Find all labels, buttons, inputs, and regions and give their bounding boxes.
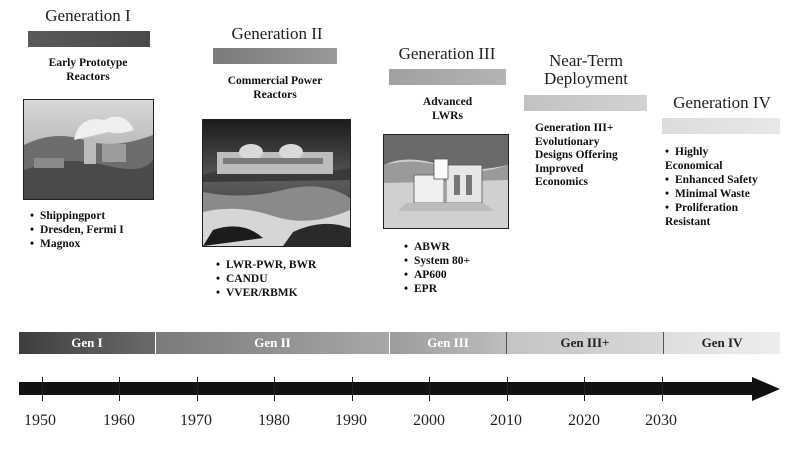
tick-1980 [274,377,275,401]
tick-1970 [197,377,198,401]
tick-1990 [352,377,353,401]
tick-1960 [119,377,120,401]
timeline-arrowhead [752,377,780,401]
list-item: LWR-PWR, BWR [216,258,316,272]
list-item: Magnox [30,237,124,251]
near-term-title-line-2: Deployment [543,69,629,88]
list-item: ABWR [404,240,470,254]
year-label: 2010 [490,412,522,429]
near-term-desc-line-4: Improved [535,162,584,175]
list-item: Dresden, Fermi I [30,223,124,237]
near-term-title-line-1: Near-Term [549,51,623,70]
list-item: Proliferation Resistant [665,201,755,229]
gen1-reactor-photo [23,99,154,200]
band-label: Gen III+ [560,335,610,350]
gen1-title: Generation I [45,6,131,25]
gen3-reactor-photo [383,134,509,229]
year-label: 1960 [103,412,135,429]
near-term-desc-line-1: Generation III+ [535,122,614,134]
gen2-subtitle: Commercial Power Reactors [205,74,345,102]
gen1-items: Shippingport Dresden, Fermi I Magnox [30,209,124,251]
gen2-bar [213,48,337,64]
timeline-arrow [19,382,755,395]
list-item: Enhanced Safety [665,173,765,187]
near-term-title: Near-Term Deployment [525,52,647,88]
near-term-desc-line-3: Designs Offering [535,149,618,161]
list-item: Highly Economical [665,145,765,173]
gen2-subtitle-line-2: Reactors [253,89,297,101]
gen1-subtitle: Early Prototype Reactors [20,56,156,84]
band-gen-4: Gen IV [663,332,780,354]
gen2-subtitle-line-1: Commercial Power [227,75,323,87]
tick-2000 [429,377,430,401]
list-item: Shippingport [30,209,124,223]
tick-2010 [507,377,508,401]
gen1-bar [28,31,150,47]
gen4-bar [662,118,780,134]
near-term-desc-line-5: Economics [535,176,589,188]
near-term-bar [524,95,647,111]
near-term-desc-line-2: Evolutionary [535,135,600,148]
year-label: 1980 [258,412,290,429]
gen3-items: ABWR System 80+ AP600 EPR [404,240,470,296]
gen3-subtitle: Advanced LWRs [400,95,495,123]
gen3-subtitle-line-2: LWRs [432,110,463,122]
year-label: 2000 [413,412,445,429]
year-label: 1990 [335,412,367,429]
band-label: Gen III [427,335,469,350]
band-label: Gen I [71,335,103,350]
list-item: Minimal Waste [665,187,765,201]
list-item: System 80+ [404,254,470,268]
band-label: Gen IV [701,335,743,350]
gen4-title: Generation IV [673,93,771,112]
gen4-items: Highly Economical Enhanced Safety Minima… [665,145,765,229]
list-item: EPR [404,282,470,296]
gen3-title: Generation III [398,44,496,63]
gen2-items: LWR-PWR, BWR CANDU VVER/RBMK [216,258,316,300]
gen1-subtitle-line-1: Early Prototype [48,57,128,69]
year-label: 2030 [645,412,677,429]
tick-2030 [662,377,663,401]
list-item: CANDU [216,272,316,286]
gen3-subtitle-line-1: Advanced [422,96,473,108]
near-term-description: Generation III+ Evolutionary Designs Off… [535,122,645,190]
band-gen-3-plus: Gen III+ [506,332,663,354]
gen1-subtitle-line-2: Reactors [66,71,110,83]
year-label: 1970 [180,412,212,429]
band-gen-3: Gen III [389,332,506,354]
list-item: VVER/RBMK [216,286,316,300]
list-item: AP600 [404,268,470,282]
band-gen-1: Gen I [19,332,155,354]
band-label: Gen II [254,335,291,350]
tick-2020 [584,377,585,401]
gen3-bar [389,69,506,85]
gen2-title: Generation II [231,24,323,43]
gen2-reactor-photo [202,119,351,247]
year-label: 1950 [24,412,56,429]
tick-1950 [42,377,43,401]
band-gen-2: Gen II [155,332,389,354]
year-label: 2020 [568,412,600,429]
